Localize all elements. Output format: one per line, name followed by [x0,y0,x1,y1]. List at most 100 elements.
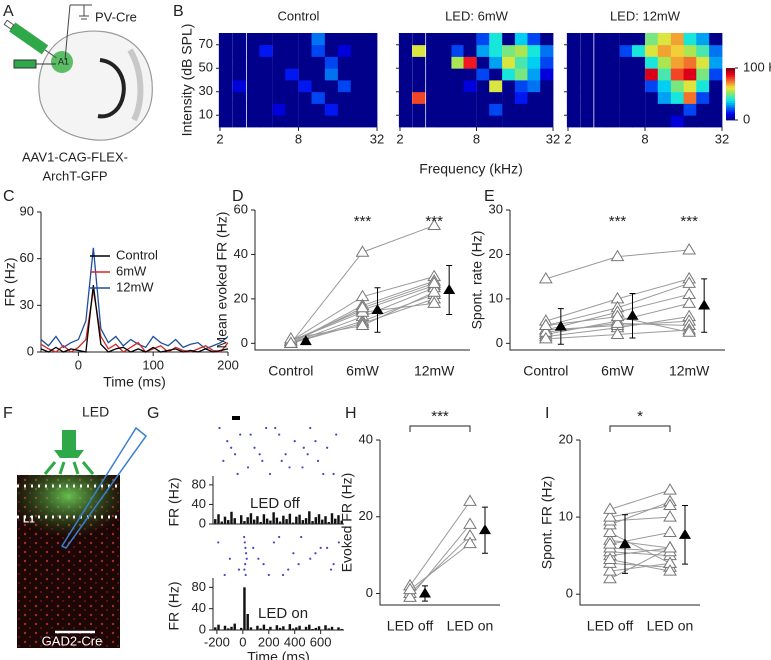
spike-dot [280,459,283,462]
spike-dot [243,541,246,544]
heatmap-cell [412,56,426,69]
spike-dot [262,563,265,566]
spike-dot [332,472,335,476]
subject-marker [538,271,553,284]
heatmap-cell [232,103,246,116]
subject-marker [682,276,697,288]
colorbar-step [726,100,735,104]
heatmap-cell [696,56,710,69]
spike-dot [329,568,333,571]
x-tick-label: 100 [142,357,164,372]
axis-spine [379,440,500,606]
histogram-bar [308,511,311,524]
heatmap-cell [502,68,516,81]
x-tick-label: LED off [587,618,634,634]
heatmap-cell [451,115,465,128]
y-tick-label: 90 [20,203,34,218]
heatmap-cell [683,33,697,46]
panel-title: LED: 6mW [445,8,509,23]
heatmap-cell [566,33,581,46]
injection-site [51,51,73,73]
series-line [40,285,229,353]
heatmap-cell [514,115,529,128]
heatmap-cell [489,103,503,116]
spike-dot [300,535,303,539]
micrograph-f: F LED L1 GAD2-Cre [3,404,148,648]
heatmap-cell [670,56,685,69]
y-tick-label: 40 [192,600,206,615]
heatmap-cell [683,115,697,128]
histogram-bar [214,519,217,524]
heatmap-cell [463,115,477,128]
subject-marker [427,285,442,297]
x-tick-label: 200 [258,634,280,649]
x-tick-label: Control [268,363,313,379]
spike-dot [302,446,305,449]
heatmap-cell [463,33,477,46]
heatmap-cell [350,68,365,81]
mean-marker [679,528,691,539]
label: ArchT-GFP [42,168,107,183]
spike-dot [322,472,325,476]
histogram-bar [239,627,243,630]
subject-marker [663,540,677,553]
histogram-bar [314,627,318,630]
heatmap-cell [489,91,503,104]
subject-marker [610,327,625,339]
heatmap-cell [540,56,554,69]
heatmap-cell [285,103,299,116]
mean-marker [371,304,384,314]
heatmap-cell [594,68,608,81]
x-tick-label: Control [523,363,568,379]
panel-title: LED: 12mW [610,8,681,23]
heatmap-cell [709,115,723,128]
label: AAV1-CAG-FLEX- [22,149,128,164]
histogram-bar [337,627,340,630]
x-axis-label: Time (ms) [103,374,165,390]
histogram-bar [262,514,266,524]
heatmap-cell [218,68,233,81]
mean-marker [619,538,631,549]
led [54,450,84,458]
heatmap-cell [438,91,452,104]
heatmap-cell [232,44,246,57]
heatmap-cell [683,68,697,81]
mean-marker [419,587,431,598]
histogram-bar [298,514,301,524]
heatmap-cell [398,103,413,116]
heatmap-cell [218,115,233,128]
x-tick-label: 12mW [669,363,710,379]
panel-label: G [147,405,159,422]
spike-dot [267,573,270,577]
heatmap-cell [631,103,646,116]
histogram-bar [288,513,292,524]
x-tick-label: 200 [217,357,239,372]
panel-label: H [345,405,357,422]
subject-marker [538,331,553,344]
y-tick-label: 40 [192,496,206,511]
y-tick-label: 0 [241,335,248,350]
heatmap-cell [311,33,325,46]
subject-marker [603,552,617,565]
histogram-bar [288,624,292,630]
colorbar-step [726,117,735,121]
heatmap-cell [324,44,339,57]
heatmap-cell [645,103,659,116]
subject-marker [682,325,697,337]
heatmap-cell [218,103,233,116]
x-tick-label: 32 [715,131,729,146]
heatmap-cell [476,68,490,81]
heatmap-cell [540,44,554,57]
heatmap-cell [438,68,452,81]
spike-dot [253,446,256,449]
mean-marker [443,284,456,294]
heatmap-cell [502,33,516,46]
heatmap-cell [218,80,233,93]
colorbar-step [726,104,735,108]
y-axis-label: Intensity (dB SPL) [179,24,195,137]
heatmap-cell [527,33,541,46]
spike-dot [265,426,268,430]
histogram-bar [249,513,253,524]
heatmap-cell [438,33,452,46]
y-axis-label: FR (Hz) [166,582,182,631]
